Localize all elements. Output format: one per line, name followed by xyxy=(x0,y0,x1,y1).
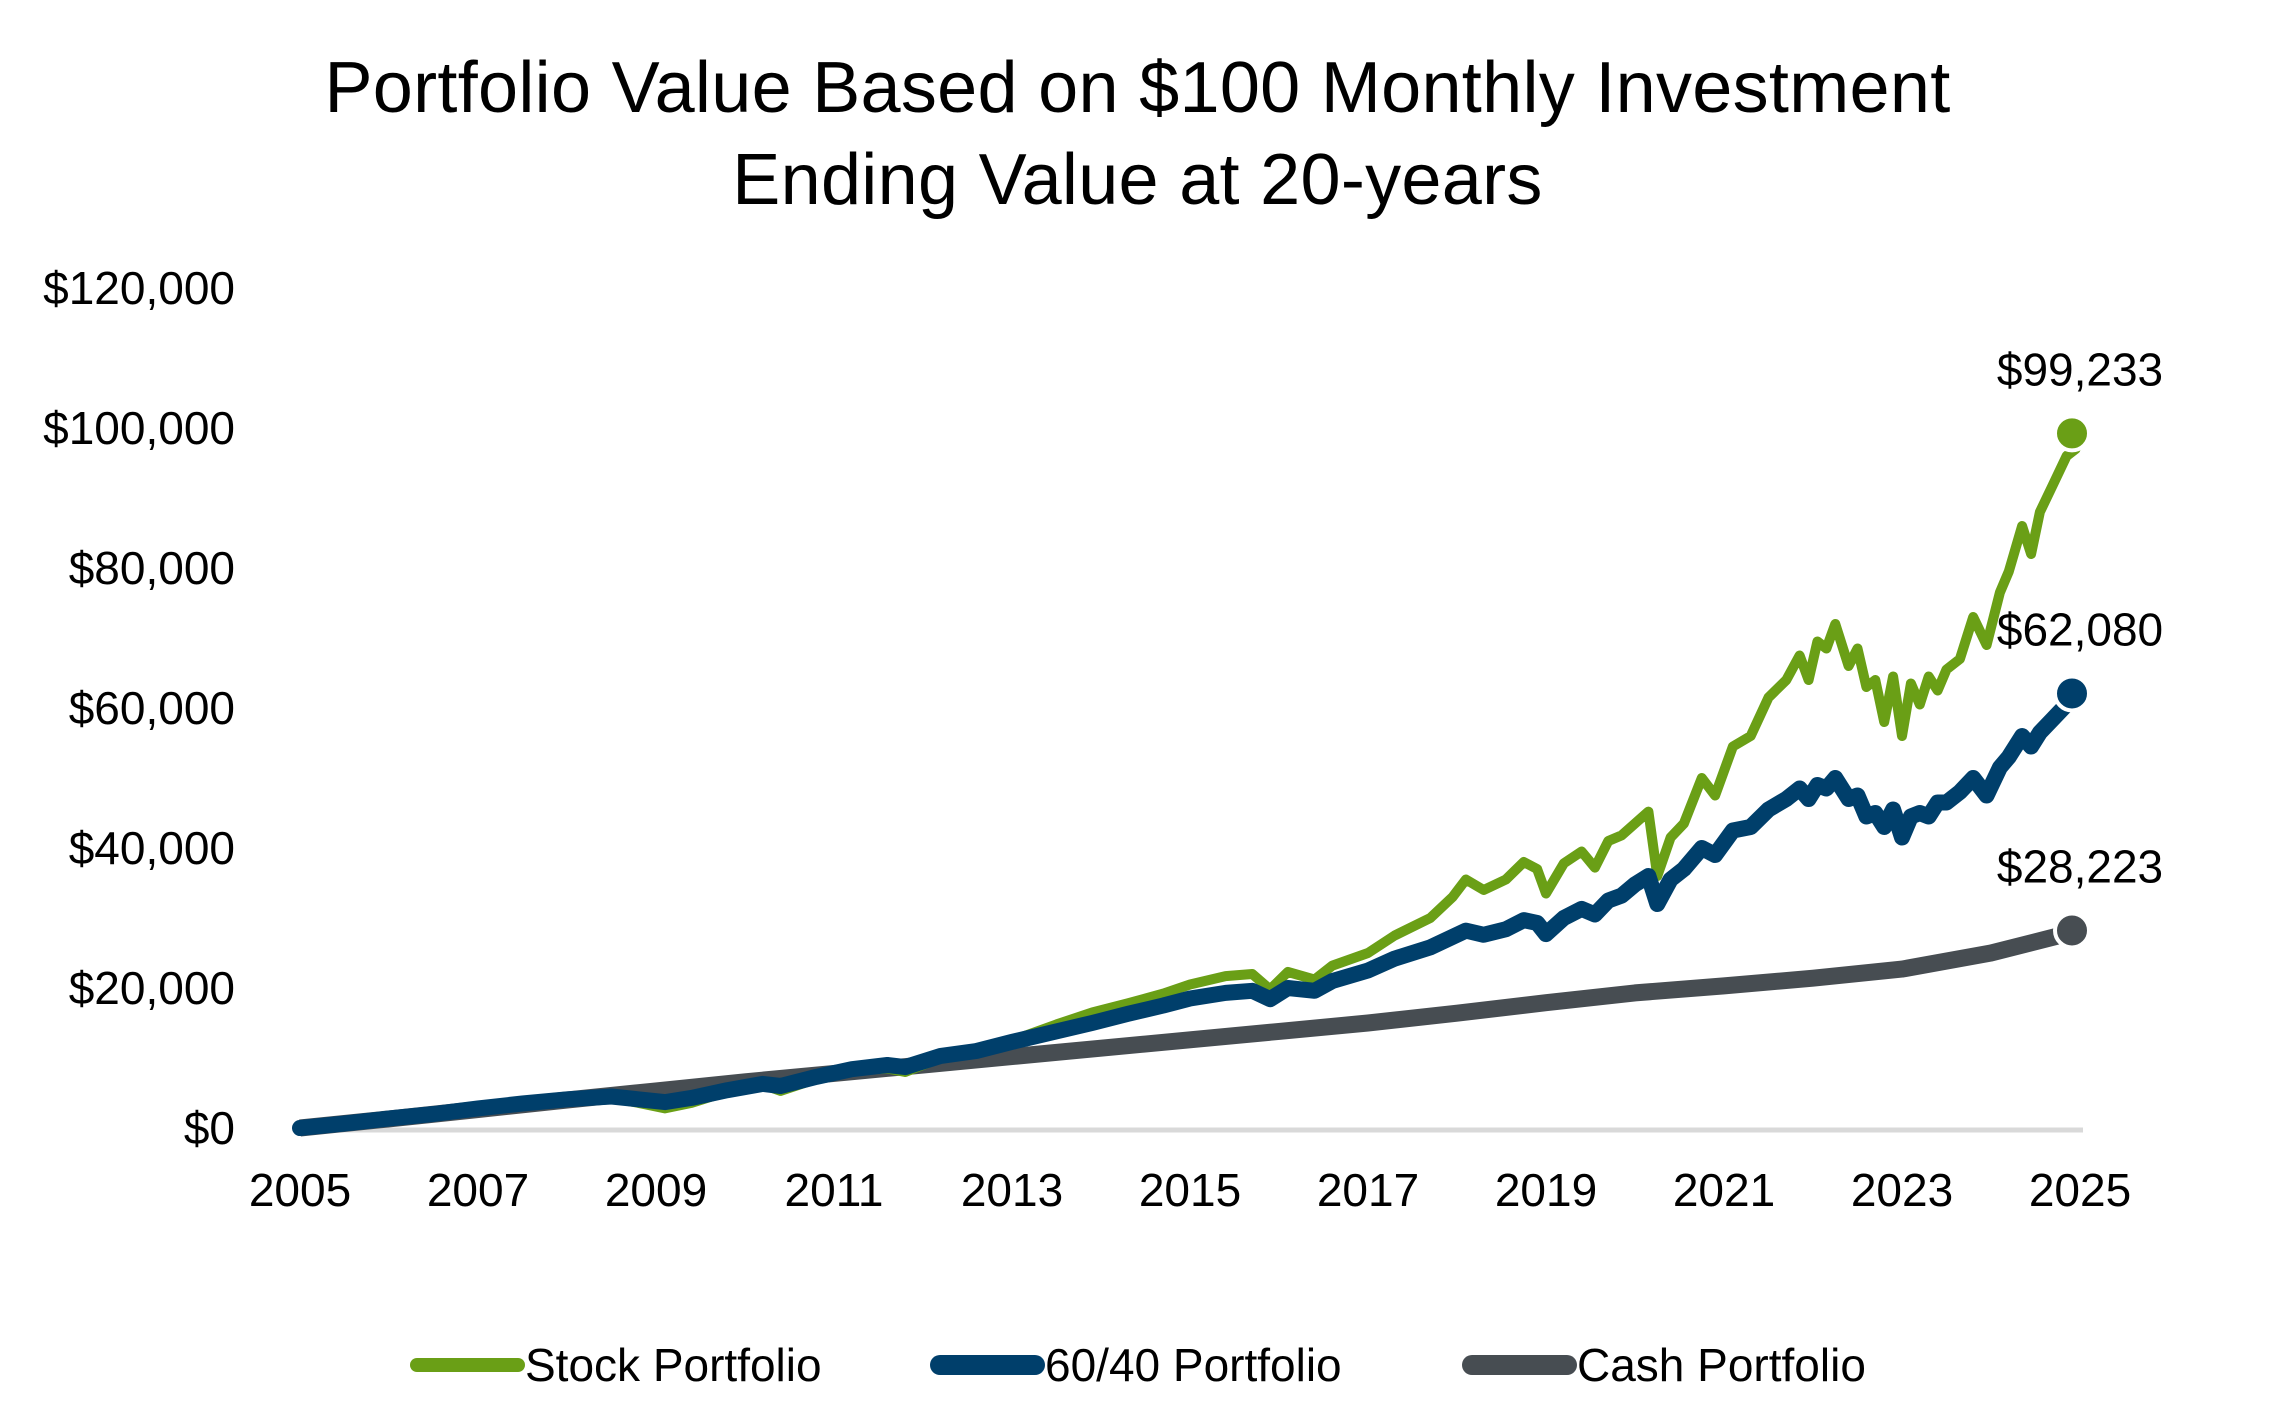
legend-label-stock: Stock Portfolio xyxy=(525,1339,822,1391)
end-value-label-stock: $99,233 xyxy=(1997,343,2163,395)
legend-item-stock[interactable]: Stock Portfolio xyxy=(410,1330,822,1400)
legend-item-cash[interactable]: Cash Portfolio xyxy=(1462,1330,1866,1400)
y-tick-label: $80,000 xyxy=(69,542,235,594)
x-axis-tick-labels: 2005 2007 2009 2011 2013 2015 2017 2019 2021 2023… xyxy=(249,1164,2131,1216)
y-tick-label: $0 xyxy=(184,1102,235,1154)
legend-swatch-60-40 xyxy=(930,1355,1045,1375)
legend-label-cash: Cash Portfolio xyxy=(1577,1339,1866,1391)
y-axis-tick-labels: $0 $20,000 $40,000 $60,000 $80,000 $100,000 $1… xyxy=(43,262,235,1154)
x-tick-label: 2011 xyxy=(785,1164,884,1216)
legend-swatch-cash xyxy=(1462,1355,1577,1375)
x-tick-label: 2013 xyxy=(961,1164,1063,1216)
end-value-label-cash: $28,223 xyxy=(1997,840,2163,892)
y-tick-label: $40,000 xyxy=(69,822,235,874)
y-tick-label: $60,000 xyxy=(69,682,235,734)
y-tick-label: $120,000 xyxy=(43,262,235,314)
chart-title-line-1: Portfolio Value Based on $100 Monthly In… xyxy=(324,48,1951,128)
legend-item-60-40[interactable]: 60/40 Portfolio xyxy=(930,1330,1342,1400)
chart-subtitle: Ending Value at 20-years xyxy=(732,140,1543,220)
end-value-labels: $99,233 $62,080 $28,223 xyxy=(1997,343,2163,892)
x-tick-label: 2015 xyxy=(1139,1164,1241,1216)
y-tick-label: $20,000 xyxy=(69,962,235,1014)
x-tick-label: 2021 xyxy=(1673,1164,1775,1216)
x-tick-label: 2023 xyxy=(1851,1164,1953,1216)
series-line-60-40 xyxy=(292,685,2088,1136)
end-marker-cash xyxy=(2053,911,2091,950)
x-tick-label: 2007 xyxy=(427,1164,529,1216)
chart-title: Portfolio Value Based on $100 Monthly In… xyxy=(0,42,2275,226)
x-tick-label: 2017 xyxy=(1317,1164,1419,1216)
end-marker-stock xyxy=(2053,414,2091,453)
y-tick-label: $100,000 xyxy=(43,402,235,454)
series-lines xyxy=(292,428,2088,1137)
legend: Stock Portfolio 60/40 Portfolio Cash Por… xyxy=(0,1330,2275,1400)
x-tick-label: 2025 xyxy=(2029,1164,2131,1216)
end-marker-60-40 xyxy=(2053,674,2091,713)
x-tick-label: 2005 xyxy=(249,1164,351,1216)
end-value-label-60-40: $62,080 xyxy=(1997,603,2163,655)
x-tick-label: 2009 xyxy=(605,1164,707,1216)
end-markers xyxy=(2053,414,2091,950)
legend-label-60-40: 60/40 Portfolio xyxy=(1045,1339,1342,1391)
x-tick-label: 2019 xyxy=(1495,1164,1597,1216)
legend-swatch-stock xyxy=(410,1358,525,1372)
